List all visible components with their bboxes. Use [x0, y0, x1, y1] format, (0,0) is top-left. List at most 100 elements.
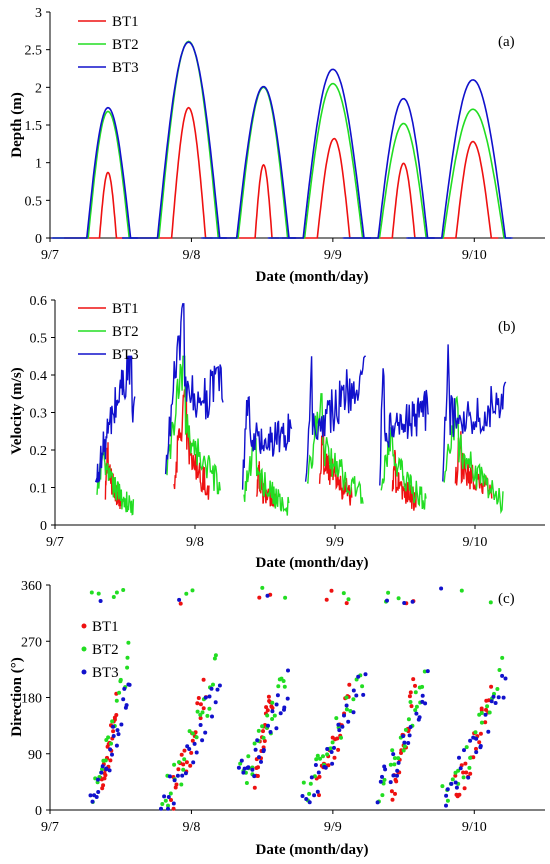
depth-y-axis-title: Depth (m)	[9, 92, 25, 157]
bt2-velocity-line	[243, 438, 290, 516]
bt3-direction-point	[388, 780, 393, 785]
bt2-direction-point	[190, 588, 195, 593]
bt3-direction-point	[468, 738, 473, 743]
bt1-direction-point	[198, 716, 203, 721]
bt1-direction-point	[468, 771, 473, 776]
direction-x-tick-label: 9/9	[324, 820, 342, 835]
bt3-direction-point	[127, 682, 132, 687]
bt2-direction-point	[195, 709, 200, 714]
depth-x-tick-label: 9/7	[41, 248, 59, 263]
bt2-direction-point	[341, 591, 346, 596]
bt3-direction-point	[323, 765, 328, 770]
bt3-direction-point	[100, 764, 105, 769]
bt3-direction-point	[121, 697, 126, 702]
bt2-direction-point	[487, 710, 492, 715]
bt3-direction-point	[171, 801, 176, 806]
bt3-direction-point	[116, 732, 121, 737]
bt2-direction-point	[413, 690, 418, 695]
bt3-direction-point	[361, 692, 366, 697]
bt2-direction-point	[456, 768, 461, 773]
velocity-y-tick-label: 0	[40, 519, 47, 534]
bt3-depth-line	[201, 85, 297, 239]
bt2-direction-point	[168, 791, 173, 796]
bt1-direction-point	[201, 677, 206, 682]
bt3-direction-point	[408, 725, 413, 729]
bt2-direction-point	[321, 754, 325, 759]
bt2-direction-point	[414, 704, 419, 709]
bt2-direction-point	[283, 595, 288, 600]
bt3-direction-point	[96, 777, 100, 782]
bt3-direction-point	[239, 758, 244, 763]
bt2-direction-point	[276, 684, 281, 689]
bt1-direction-point	[317, 793, 321, 798]
bt3-legend-label: BT3	[92, 665, 119, 681]
velocity-y-tick-label: 0.2	[30, 444, 48, 459]
bt3-direction-point	[159, 806, 163, 811]
bt3-direction-point	[104, 766, 109, 771]
bt3-depth-line	[267, 68, 371, 239]
bt2-direction-point	[200, 710, 205, 715]
bt2-direction-point	[413, 708, 418, 713]
depth-y-tick-label: 1.5	[25, 119, 43, 134]
direction-y-tick-label: 0	[35, 804, 42, 819]
bt2-direction-point	[344, 695, 349, 700]
bt2-direction-point	[260, 724, 265, 729]
bt1-depth-line	[136, 106, 213, 239]
bt2-direction-point	[360, 684, 365, 689]
bt3-direction-point	[332, 745, 336, 750]
bt1-direction-point	[174, 782, 179, 787]
bt2-direction-point	[160, 802, 165, 806]
bt1-direction-point	[336, 747, 341, 752]
bt3-direction-point	[315, 789, 320, 794]
bt2-direction-point	[184, 591, 189, 596]
bt3-direction-point	[453, 780, 458, 785]
bt2-direction-point	[312, 774, 317, 779]
velocity-y-tick-label: 0.5	[30, 332, 48, 347]
bt3-velocity-line	[164, 303, 224, 475]
bt2-direction-point	[461, 775, 466, 780]
bt3-direction-point	[99, 770, 104, 775]
bt3-direction-point	[286, 668, 290, 673]
bt3-direction-point	[378, 779, 383, 784]
bt2-direction-point	[270, 700, 275, 705]
bt2-direction-point	[402, 744, 407, 749]
bt3-direction-point	[395, 773, 399, 778]
bt1-direction-point	[270, 706, 275, 710]
bt1-direction-point	[347, 682, 352, 687]
velocity-y-axis-title: Velocity (m/s)	[9, 367, 25, 454]
bt3-direction-point	[402, 740, 407, 745]
bt2-direction-point	[121, 588, 126, 592]
bt2-direction-point	[396, 756, 401, 761]
bt3-direction-point	[445, 787, 450, 792]
bt3-direction-point	[207, 694, 212, 699]
bt1-direction-point	[464, 770, 469, 775]
bt1-direction-point	[108, 758, 113, 763]
bt3-direction-point	[274, 726, 279, 731]
bt2-direction-point	[194, 735, 199, 740]
bt1-legend-label: BT1	[92, 619, 119, 635]
bt3-direction-point	[172, 778, 177, 783]
bt1-direction-point	[189, 750, 194, 755]
bt1-direction-point	[477, 740, 482, 745]
direction-y-tick-label: 360	[21, 579, 42, 594]
depth-x-tick-label: 9/8	[182, 248, 200, 263]
bt2-direction-point	[488, 600, 493, 605]
bt3-depth-line	[342, 97, 435, 239]
bt2-direction-point	[172, 762, 177, 767]
bt1-direction-point	[461, 770, 466, 775]
bt3-direction-point	[300, 794, 305, 798]
bt3-direction-point	[344, 703, 349, 708]
bt3-velocity-line	[94, 355, 136, 483]
bt1-depth-line	[281, 137, 357, 239]
bt2-direction-point	[109, 741, 113, 746]
bt2-direction-point	[382, 777, 387, 782]
bt3-direction-point	[175, 773, 180, 778]
bt3-direction-point	[449, 781, 454, 786]
bt1-direction-point	[261, 729, 265, 734]
bt1-direction-point	[178, 601, 183, 606]
bt2-depth-line	[344, 122, 434, 239]
depth-panel: (a) Date (month/day) Depth (m) 0 0.5 1 1.5 2…	[9, 6, 545, 285]
bt3-direction-point	[309, 775, 314, 780]
bt3-direction-point	[312, 793, 317, 798]
